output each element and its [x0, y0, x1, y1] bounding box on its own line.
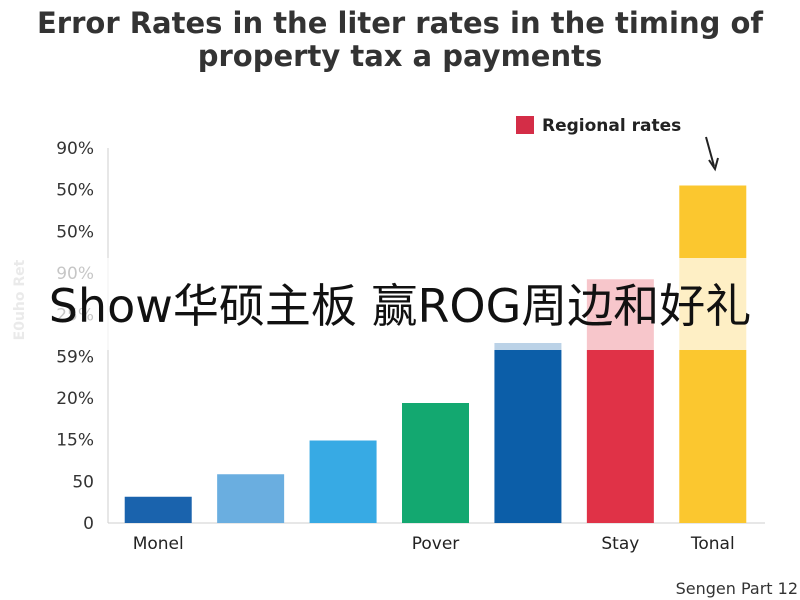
- bars: [124, 185, 747, 523]
- bar: [309, 440, 377, 523]
- y-tick-label: 20%: [56, 389, 94, 409]
- y-tick-label: 50%: [56, 181, 94, 201]
- legend-arrowhead: [708, 157, 719, 172]
- y-tick-label: 50: [72, 472, 94, 492]
- legend-label: Regional rates: [542, 116, 681, 136]
- x-tick-label: Pover: [412, 534, 460, 554]
- y-tick-label: 50%: [56, 222, 94, 242]
- x-tick-label: Stay: [601, 534, 639, 554]
- legend-swatch: [516, 116, 534, 134]
- legend-arrow: [705, 136, 715, 167]
- bar: [494, 343, 562, 523]
- bar: [402, 403, 469, 523]
- chart-title-line-2: property tax a payments: [197, 39, 603, 73]
- bar: [217, 474, 285, 523]
- watermark-overlay-text: Show华硕主板 赢ROG周边和好礼: [48, 279, 752, 333]
- bar: [124, 496, 192, 523]
- x-tick-label: Tonal: [690, 534, 735, 554]
- y-tick-label: 0: [83, 514, 94, 534]
- legend: Regional rates: [516, 116, 719, 172]
- source-note: Sengen Part 12: [676, 579, 798, 598]
- y-tick-label: 15%: [56, 431, 94, 451]
- chart-title-line-1: Error Rates in the liter rates in the ti…: [36, 6, 763, 40]
- x-tick-labels: Monel Pover Stay Tonal: [133, 534, 735, 554]
- watermark-overlay-band: [0, 258, 800, 350]
- y-tick-label: 59%: [56, 347, 94, 367]
- x-tick-label: Monel: [133, 534, 184, 554]
- y-tick-label: 90%: [56, 139, 94, 159]
- bar: [679, 185, 747, 523]
